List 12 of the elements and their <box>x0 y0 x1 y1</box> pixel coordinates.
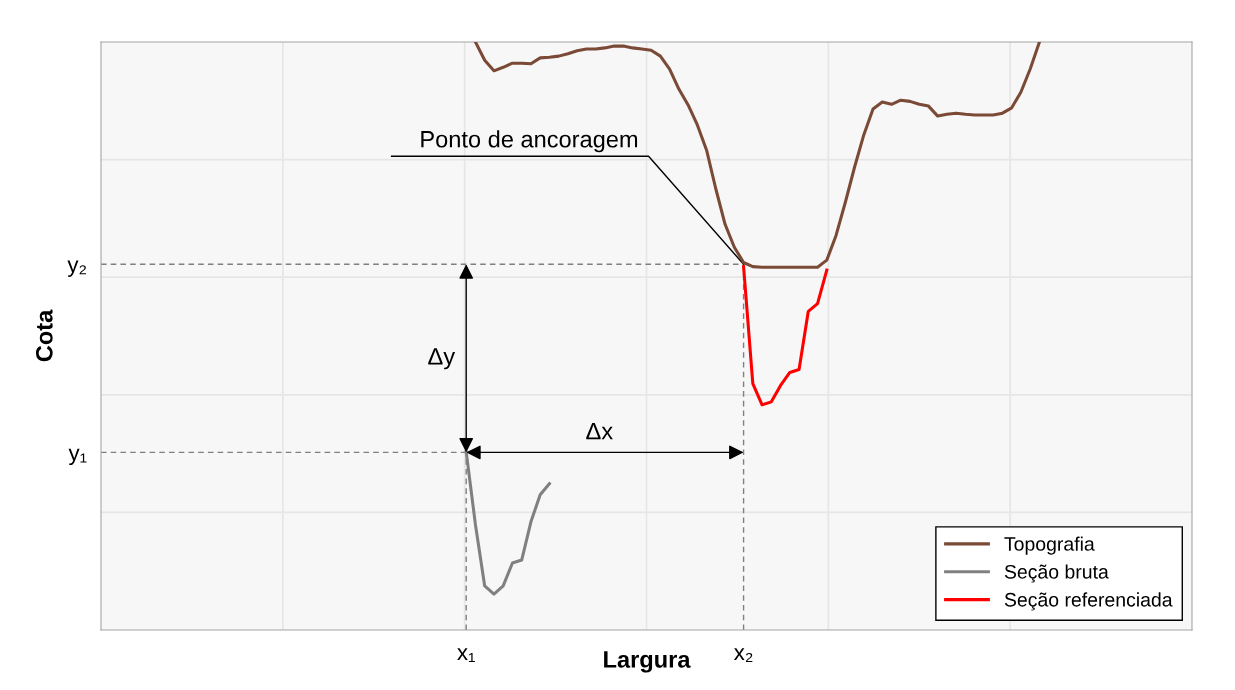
legend-label: Seção bruta <box>1004 564 1109 583</box>
annotation: Δy <box>428 348 456 370</box>
x-tick-label: x₂ <box>733 648 753 662</box>
x-axis-title: Largura <box>604 651 691 673</box>
legend-label: Topografia <box>1004 536 1095 555</box>
annotation: Ponto de ancoragem <box>421 130 638 153</box>
annotation: Δx <box>586 422 613 440</box>
ref-line-label: y₂ <box>67 260 87 277</box>
ref-line-label: y₁ <box>68 448 87 466</box>
x-tick-label: x₁ <box>457 648 475 662</box>
legend-label: Seção referenciada <box>1004 592 1173 611</box>
y-axis-title: Cota <box>35 309 53 362</box>
